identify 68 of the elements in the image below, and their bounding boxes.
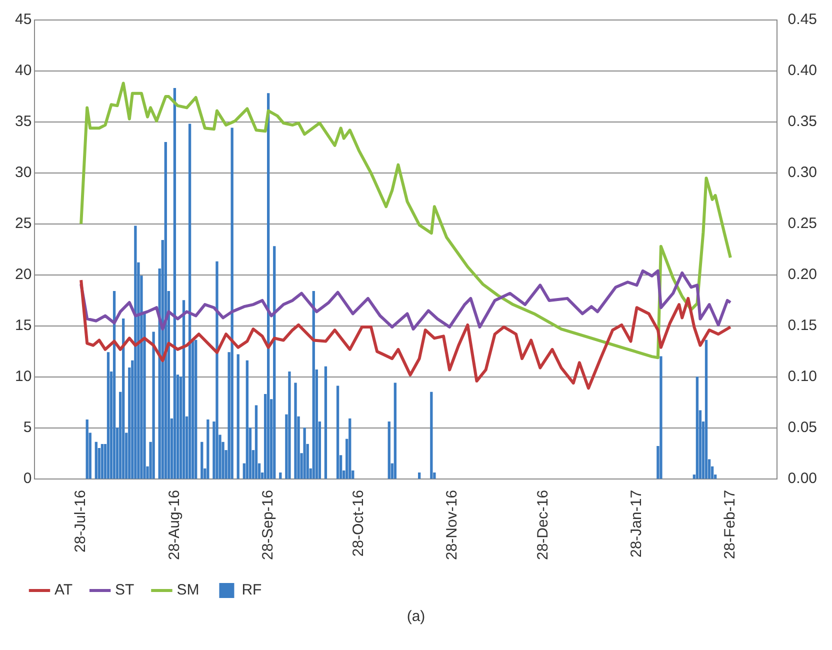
bar (288, 372, 291, 479)
x-tick-label: 28-Oct-16 (350, 490, 368, 557)
y2-tick-label: 0.05 (788, 419, 818, 436)
bar (324, 366, 328, 479)
bar (134, 226, 137, 479)
x-tick-label: 28-Jan-17 (628, 490, 645, 558)
bar (112, 290, 116, 479)
y-tick-label: 5 (23, 419, 32, 436)
y-tick-label: 30 (14, 164, 32, 182)
bar (348, 418, 352, 479)
bar (246, 360, 249, 479)
y-tick-label: 20 (14, 266, 32, 284)
bar (394, 382, 397, 479)
legend-label: ST (115, 582, 134, 599)
bar (188, 124, 192, 479)
bar (336, 386, 340, 479)
x-tick-label: 28-Sep-16 (259, 490, 276, 560)
y-tick-label: 0 (23, 470, 32, 488)
bar (173, 88, 176, 479)
legend-label: SM (176, 582, 200, 599)
bar (418, 472, 421, 479)
bar (279, 472, 282, 479)
y-tick-label: 40 (14, 62, 32, 80)
y2-tick-label: 0.45 (788, 11, 818, 28)
y2-tick-label: 0.15 (788, 317, 818, 334)
x-tick-label: 28-Jul-16 (72, 490, 90, 552)
bar (312, 290, 315, 479)
x-tick-label: 28-Aug-16 (166, 490, 183, 560)
bar (303, 428, 306, 479)
y2-tick-label: 0.25 (788, 215, 818, 232)
bar (194, 340, 198, 479)
x-tick-label: 28-Dec-16 (534, 490, 552, 560)
y-tick-label: 35 (14, 113, 32, 130)
y-tick-label: 25 (14, 215, 32, 232)
bar (182, 300, 186, 479)
bar (206, 419, 210, 479)
bar (388, 422, 390, 479)
bar (106, 352, 110, 479)
bar (152, 332, 155, 479)
y2-tick-label: 0.30 (788, 164, 818, 182)
bar (100, 444, 104, 479)
bar (230, 128, 234, 479)
bar (696, 376, 699, 479)
bar (236, 354, 240, 479)
y2-tick-label: 0.35 (788, 113, 818, 130)
bar (660, 356, 662, 479)
bar (122, 318, 125, 479)
bar (273, 246, 276, 479)
y-tick-label: 45 (14, 11, 32, 28)
bar (200, 442, 204, 479)
y2-tick-label: 0.00 (788, 470, 818, 488)
legend-label: AT (54, 582, 73, 599)
y-tick-label: 10 (14, 368, 32, 386)
x-tick-label: 28-Nov-16 (444, 490, 461, 560)
bar (216, 261, 218, 479)
y2-tick-label: 0.20 (788, 266, 818, 284)
bar (294, 382, 297, 479)
bar (430, 392, 433, 479)
y-tick-label: 15 (14, 317, 32, 334)
bar (94, 442, 98, 479)
y2-tick-label: 0.40 (788, 62, 818, 80)
x-tick-label: 28-Feb-17 (722, 490, 739, 560)
bar (704, 340, 708, 479)
legend-label: RF (242, 582, 262, 599)
bar (254, 405, 258, 479)
bar (86, 419, 88, 479)
text: (a) (406, 608, 426, 625)
y2-tick-label: 0.10 (788, 368, 818, 386)
